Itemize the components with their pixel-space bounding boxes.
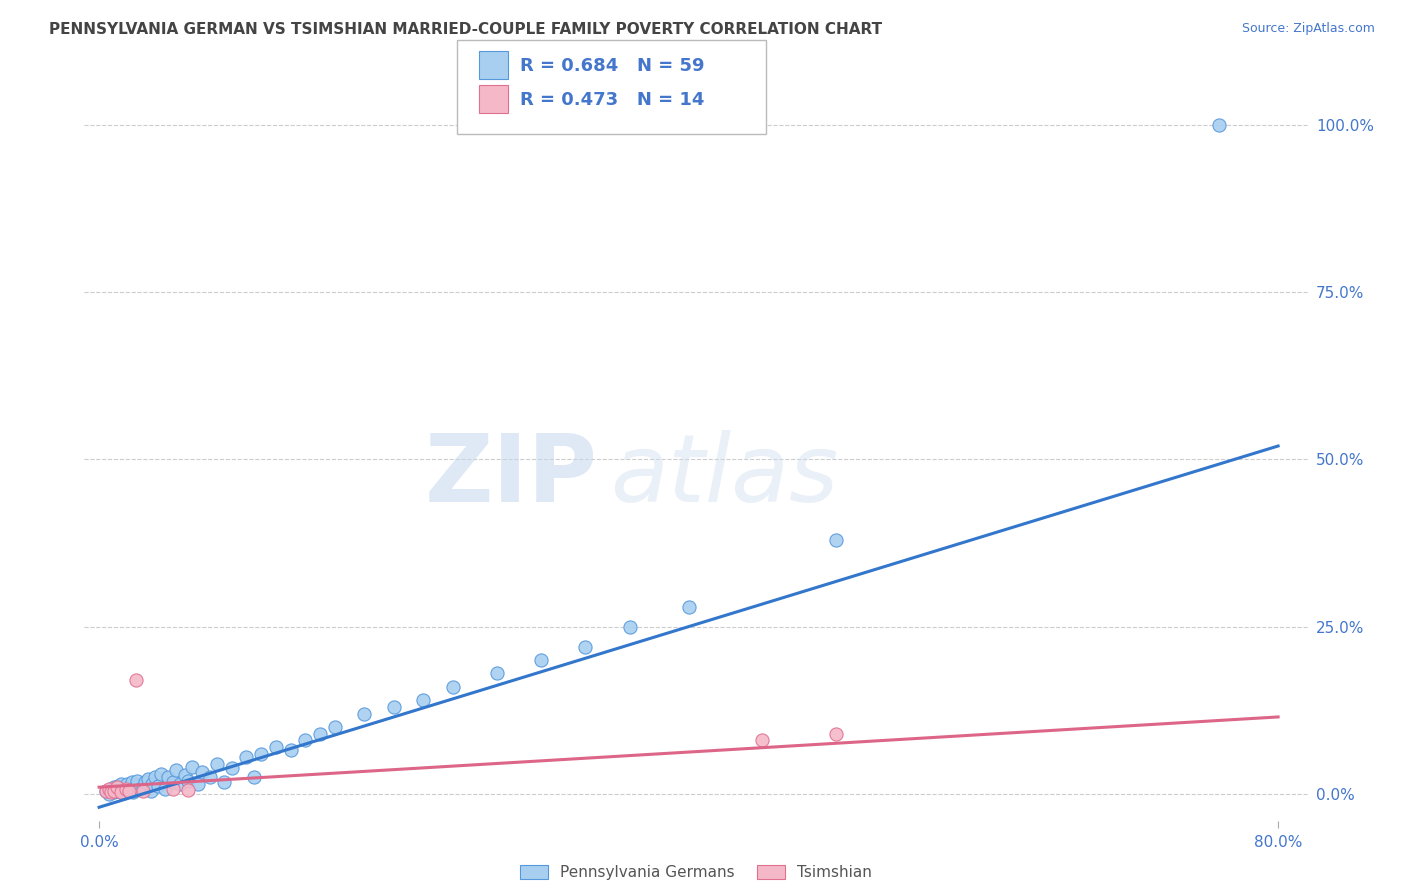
Point (162, 781, 184, 796)
Point (157, 770, 180, 784)
Point (191, 765, 214, 780)
Point (169, 777, 191, 791)
Point (96, 783, 118, 797)
Text: atlas: atlas (610, 431, 838, 522)
Point (619, 620, 641, 634)
Legend: Pennsylvania Germans, Tsimshian: Pennsylvania Germans, Tsimshian (520, 865, 872, 880)
Point (105, 780, 128, 795)
Point (98, 781, 121, 796)
Point (115, 777, 138, 791)
Point (98, 787, 121, 801)
Point (323, 720, 346, 734)
Point (110, 777, 132, 791)
Point (280, 743, 302, 757)
Point (146, 779, 169, 793)
Point (309, 726, 332, 740)
Text: Source: ZipAtlas.com: Source: ZipAtlas.com (1241, 22, 1375, 36)
Point (122, 785, 145, 799)
Point (100, 781, 122, 796)
Point (134, 774, 156, 789)
Point (176, 783, 198, 797)
Point (198, 770, 221, 784)
Point (250, 747, 273, 761)
Point (165, 764, 187, 778)
Point (187, 777, 209, 791)
Point (125, 779, 148, 793)
Point (103, 785, 125, 799)
Point (105, 783, 128, 797)
Point (243, 770, 266, 784)
Point (111, 786, 134, 800)
Point (114, 782, 136, 797)
Point (176, 773, 198, 788)
Point (121, 774, 143, 789)
Point (103, 783, 125, 797)
Point (117, 783, 139, 797)
Point (205, 756, 228, 771)
Point (132, 784, 155, 798)
Point (825, 726, 848, 740)
Point (678, 599, 700, 614)
Point (139, 783, 162, 797)
Point (574, 640, 596, 654)
Point (117, 783, 139, 797)
Point (143, 770, 166, 784)
Point (132, 780, 155, 795)
Point (127, 773, 149, 788)
Point (136, 772, 159, 787)
Point (100, 785, 122, 799)
Point (751, 733, 773, 747)
Point (235, 750, 257, 764)
Point (1208, 118, 1230, 132)
Point (530, 653, 553, 667)
Point (382, 699, 405, 714)
Point (181, 760, 204, 774)
Point (110, 782, 132, 797)
Point (114, 781, 136, 796)
Point (162, 774, 184, 789)
Text: ZIP: ZIP (425, 430, 598, 522)
Point (825, 533, 848, 547)
Point (107, 779, 129, 793)
Point (221, 762, 243, 776)
Point (485, 666, 508, 681)
Point (96, 783, 118, 797)
Point (125, 673, 148, 688)
Point (103, 780, 125, 795)
Point (110, 785, 132, 799)
Point (264, 740, 287, 755)
Point (353, 706, 375, 721)
Point (173, 768, 195, 782)
Point (412, 693, 434, 707)
Text: R = 0.473   N = 14: R = 0.473 N = 14 (520, 91, 704, 109)
Point (214, 774, 236, 789)
Point (129, 782, 152, 797)
Point (141, 777, 163, 791)
Text: PENNSYLVANIA GERMAN VS TSIMSHIAN MARRIED-COUPLE FAMILY POVERTY CORRELATION CHART: PENNSYLVANIA GERMAN VS TSIMSHIAN MARRIED… (49, 22, 883, 37)
Point (294, 733, 316, 747)
Point (150, 767, 173, 781)
Point (155, 781, 177, 796)
Text: R = 0.684   N = 59: R = 0.684 N = 59 (520, 57, 704, 75)
Point (441, 680, 464, 694)
